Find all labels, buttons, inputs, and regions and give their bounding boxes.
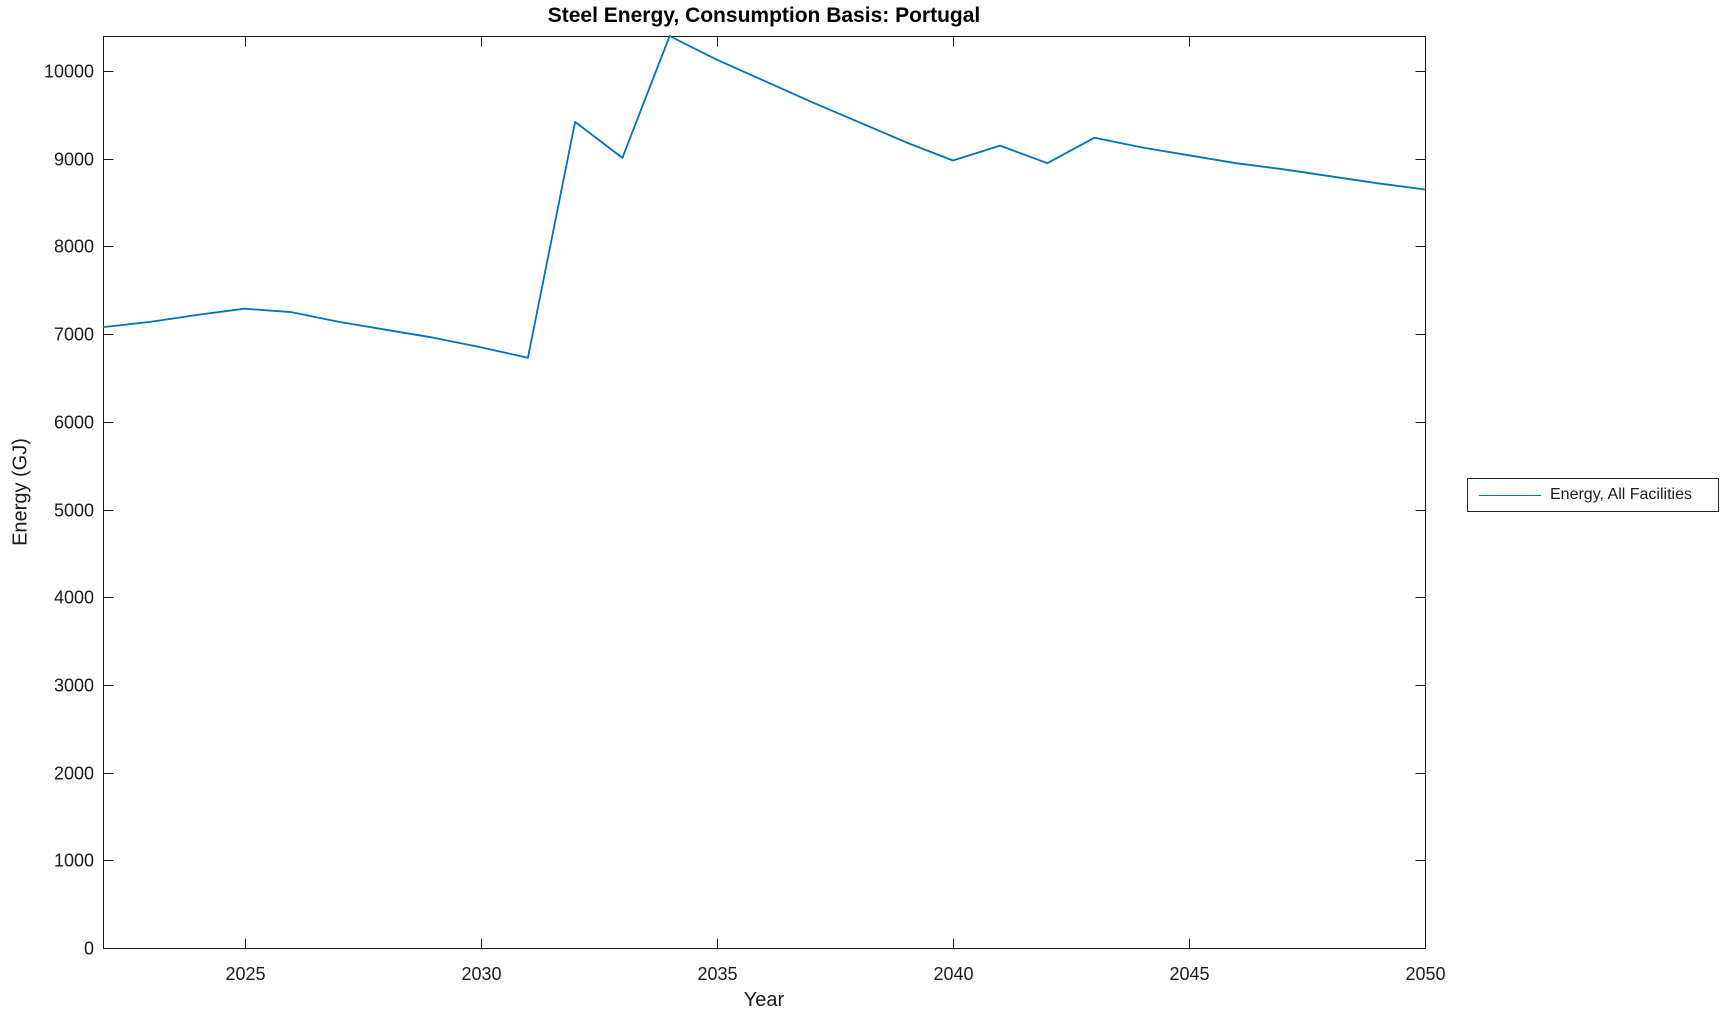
x-tick-label: 2035 [697,964,737,984]
y-tick-label: 6000 [54,413,94,433]
y-axis-label: Energy (GJ) [9,438,32,546]
y-tick-label: 2000 [54,764,94,784]
legend-item-label: Energy, All Facilities [1550,486,1692,503]
y-tick-label: 9000 [54,150,94,170]
y-tick-label: 7000 [54,325,94,345]
x-axis-label: Year [743,989,785,1011]
x-tick-label: 2030 [461,964,501,984]
y-tick-label: 8000 [54,237,94,257]
x-tick-label: 2045 [1169,964,1209,984]
chart-title: Steel Energy, Consumption Basis: Portuga… [547,4,981,27]
plot-border [103,36,1426,949]
y-tick-label: 1000 [54,851,94,871]
y-tick-label: 0 [84,939,94,959]
legend-line-sample [1479,494,1541,496]
x-tick-label: 2025 [225,964,265,984]
y-tick-label: 3000 [54,676,94,696]
x-tick-label: 2040 [933,964,973,984]
legend: Energy, All Facilities [1467,478,1719,512]
y-tick-label: 5000 [54,501,94,521]
x-tick-label: 2050 [1405,964,1445,984]
y-tick-label: 10000 [44,62,94,82]
y-tick-label: 4000 [54,588,94,608]
data-line [102,35,1426,359]
